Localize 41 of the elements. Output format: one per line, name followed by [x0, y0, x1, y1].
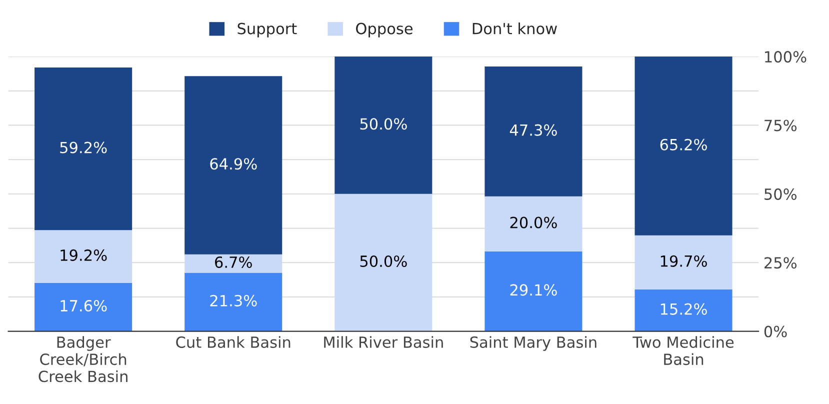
data-label: 21.3%	[210, 294, 257, 306]
data-label: 20.0%	[510, 216, 557, 228]
bar	[634, 235, 732, 290]
x-tick-label: Saint Mary Basin	[470, 336, 596, 351]
legend-label: Don't know	[472, 22, 557, 34]
data-label: 64.9%	[210, 158, 257, 170]
legend-label: Oppose	[356, 22, 413, 38]
bar	[184, 254, 282, 273]
x-tick-label: Two Medicine Basin	[632, 336, 734, 366]
data-label: 47.3%	[510, 124, 557, 136]
bar	[184, 272, 282, 332]
data-label: 19.7%	[660, 255, 707, 267]
x-tick-label: Cut Bank Basin	[176, 336, 290, 348]
x-tick-label: Badger Creek/Birch Creek Basin	[38, 336, 128, 382]
data-label: 29.1%	[510, 284, 557, 296]
bar	[334, 56, 432, 194]
data-label: 19.2%	[60, 249, 107, 261]
bar	[34, 230, 132, 283]
data-label: 15.2%	[660, 303, 707, 315]
bar	[34, 68, 132, 230]
bar	[184, 76, 282, 254]
y-tick-label: 50%	[764, 188, 797, 200]
y-tick-label: 0%	[764, 326, 787, 338]
y-tick-label: 75%	[764, 120, 797, 132]
data-label: 50.0%	[360, 118, 407, 130]
data-label: 6.7%	[215, 256, 252, 268]
data-label: 65.2%	[660, 138, 707, 150]
y-tick-label: 25%	[764, 257, 797, 269]
bar	[634, 290, 732, 332]
bar	[484, 251, 582, 332]
bar	[34, 282, 132, 332]
bar	[334, 194, 432, 332]
bar	[484, 196, 582, 252]
x-tick-label: Milk River Basin	[324, 336, 443, 348]
legend-label: Support	[238, 22, 297, 38]
data-label: 50.0%	[360, 255, 407, 268]
bar	[634, 56, 732, 236]
bar	[484, 66, 582, 196]
y-tick-label: 100%	[765, 51, 806, 63]
data-label: 59.2%	[60, 142, 107, 154]
data-label: 17.6%	[60, 300, 107, 312]
